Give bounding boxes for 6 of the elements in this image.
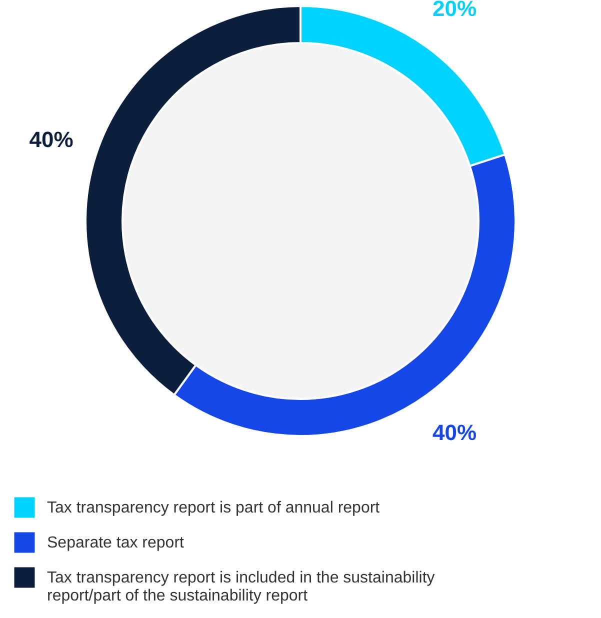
data-label: 20% bbox=[432, 0, 477, 22]
legend-label: Tax transparency report is included in the sustainability report/part of the sustainability report bbox=[47, 570, 435, 604]
data-label: 40% bbox=[29, 127, 74, 152]
legend-label: Separate tax report bbox=[47, 534, 185, 552]
data-label: 40% bbox=[432, 420, 477, 445]
legend-label: Tax transparency report is part of annual report bbox=[47, 500, 380, 516]
